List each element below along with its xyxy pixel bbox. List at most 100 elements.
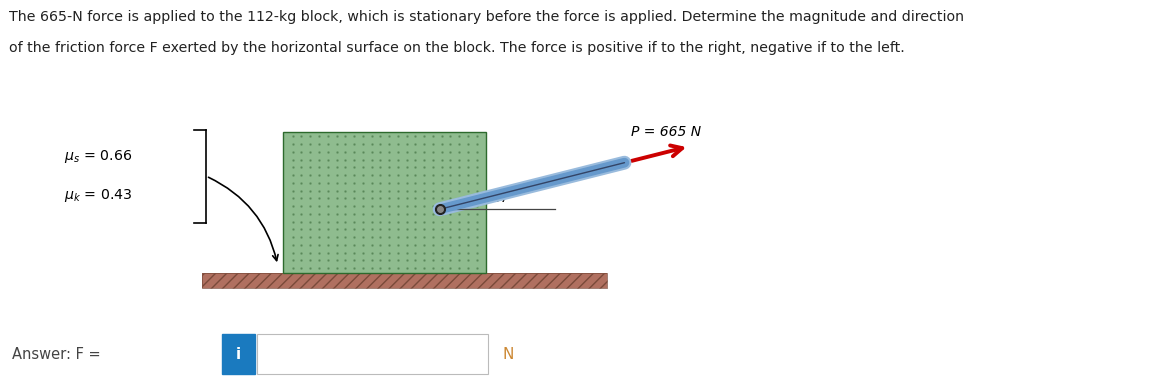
Point xyxy=(345,250,363,256)
Point xyxy=(310,149,329,155)
Point xyxy=(450,141,469,147)
Point xyxy=(345,265,363,271)
Point xyxy=(345,257,363,264)
Point xyxy=(354,172,373,178)
Point xyxy=(450,187,469,194)
Text: N: N xyxy=(502,347,514,361)
Point xyxy=(336,149,354,155)
Point xyxy=(406,226,425,233)
Point xyxy=(283,172,302,178)
Point xyxy=(310,250,329,256)
Point xyxy=(283,265,302,271)
Point xyxy=(397,211,415,217)
Point xyxy=(293,133,311,139)
Point xyxy=(415,219,434,225)
Point xyxy=(441,219,459,225)
Point xyxy=(336,250,354,256)
Point xyxy=(441,265,459,271)
Point xyxy=(345,180,363,186)
Point xyxy=(371,226,390,233)
Point xyxy=(318,219,337,225)
Point xyxy=(433,195,451,201)
Point xyxy=(406,257,425,264)
Point xyxy=(415,187,434,194)
Point xyxy=(423,149,442,155)
Point xyxy=(336,141,354,147)
Point xyxy=(415,242,434,248)
Point xyxy=(397,156,415,163)
Point xyxy=(433,172,451,178)
Point xyxy=(354,195,373,201)
Point xyxy=(301,195,319,201)
Point xyxy=(293,234,311,240)
Point xyxy=(293,211,311,217)
Point xyxy=(301,226,319,233)
Point xyxy=(433,234,451,240)
Point xyxy=(336,234,354,240)
Point xyxy=(283,234,302,240)
Point xyxy=(362,219,381,225)
Point xyxy=(389,211,407,217)
Point xyxy=(423,250,442,256)
Point xyxy=(362,257,381,264)
Point xyxy=(406,265,425,271)
Point xyxy=(379,242,398,248)
Point xyxy=(371,234,390,240)
Point xyxy=(283,149,302,155)
Point xyxy=(450,156,469,163)
Point xyxy=(327,172,346,178)
Point xyxy=(379,180,398,186)
Point xyxy=(327,149,346,155)
Point xyxy=(467,133,486,139)
Point xyxy=(379,133,398,139)
Point xyxy=(389,219,407,225)
Point xyxy=(293,156,311,163)
Point xyxy=(389,257,407,264)
Point xyxy=(467,141,486,147)
Point xyxy=(301,133,319,139)
Point xyxy=(433,219,451,225)
Bar xyxy=(283,132,486,273)
Bar xyxy=(202,273,607,288)
Point xyxy=(467,242,486,248)
Point xyxy=(310,211,329,217)
Point xyxy=(423,234,442,240)
Point xyxy=(301,257,319,264)
Point xyxy=(441,156,459,163)
Point xyxy=(362,203,381,209)
Point xyxy=(415,156,434,163)
Point xyxy=(336,226,354,233)
Point xyxy=(458,164,477,170)
Point xyxy=(362,149,381,155)
Point xyxy=(450,164,469,170)
Point xyxy=(450,234,469,240)
Point xyxy=(327,133,346,139)
Point xyxy=(345,133,363,139)
Point xyxy=(450,265,469,271)
Point xyxy=(371,265,390,271)
Point xyxy=(406,250,425,256)
Point xyxy=(354,265,373,271)
Point xyxy=(327,187,346,194)
Point xyxy=(310,226,329,233)
Point xyxy=(283,203,302,209)
Point xyxy=(310,187,329,194)
Point xyxy=(397,164,415,170)
Point xyxy=(354,219,373,225)
Point xyxy=(441,203,459,209)
Point xyxy=(458,226,477,233)
Point xyxy=(283,250,302,256)
Point xyxy=(310,257,329,264)
Point xyxy=(441,164,459,170)
Point xyxy=(441,195,459,201)
Point xyxy=(345,211,363,217)
Point xyxy=(397,141,415,147)
Point xyxy=(318,257,337,264)
Point xyxy=(441,172,459,178)
Point xyxy=(345,242,363,248)
Point xyxy=(415,203,434,209)
Point xyxy=(397,195,415,201)
Point xyxy=(458,133,477,139)
Text: P = 665 N: P = 665 N xyxy=(631,125,701,139)
Point xyxy=(283,133,302,139)
